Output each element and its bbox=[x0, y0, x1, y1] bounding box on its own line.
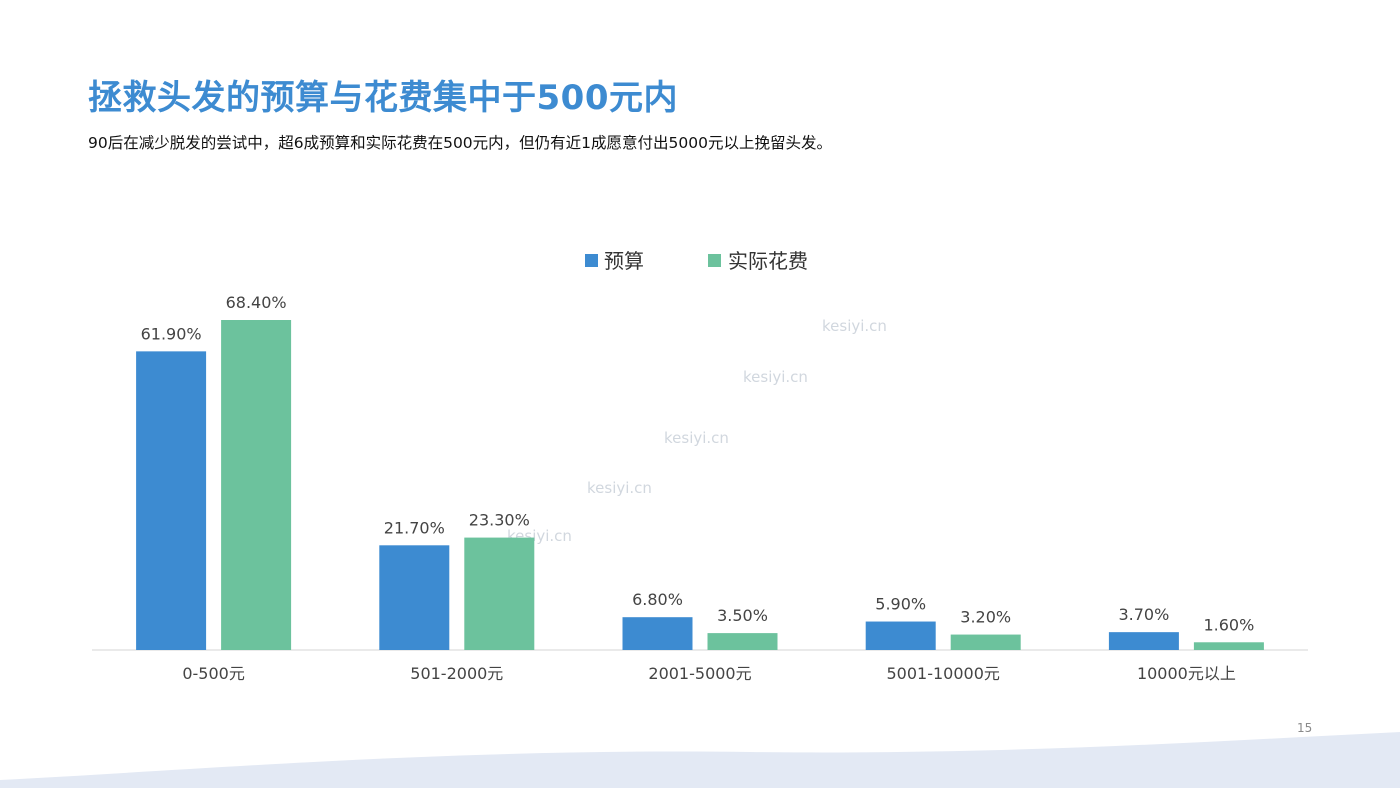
bar-budget bbox=[379, 545, 450, 650]
watermark-text: kesiyi.cn bbox=[587, 479, 652, 497]
x-tick-label: 501-2000元 bbox=[410, 664, 503, 683]
bar-actual bbox=[950, 634, 1021, 650]
page-title: 拯救头发的预算与花费集中于500元内 bbox=[88, 78, 678, 118]
data-label-actual: 3.50% bbox=[717, 606, 768, 625]
bar-budget bbox=[622, 617, 693, 650]
bar-actual bbox=[707, 633, 778, 650]
bar-actual bbox=[221, 320, 292, 650]
data-label-actual: 3.20% bbox=[960, 608, 1011, 627]
legend-label-budget: 预算 bbox=[604, 249, 644, 273]
watermark-text: kesiyi.cn bbox=[664, 429, 729, 447]
watermark-text: kesiyi.cn bbox=[743, 368, 808, 386]
legend-swatch-actual bbox=[708, 254, 721, 267]
data-label-actual: 23.30% bbox=[469, 511, 530, 530]
legend-label-actual: 实际花费 bbox=[728, 249, 808, 273]
page-subtitle: 90后在减少脱发的尝试中，超6成预算和实际花费在500元内，但仍有近1成愿意付出… bbox=[88, 134, 832, 152]
watermark-text: kesiyi.cn bbox=[822, 317, 887, 335]
x-tick-label: 0-500元 bbox=[182, 664, 245, 683]
data-label-budget: 3.70% bbox=[1118, 605, 1169, 624]
data-label-budget: 61.90% bbox=[141, 324, 202, 343]
watermark: kesiyi.cn kesiyi.cn kesiyi.cn kesiyi.cn … bbox=[507, 317, 887, 545]
x-tick-label: 10000元以上 bbox=[1137, 664, 1236, 683]
data-label-budget: 5.90% bbox=[875, 595, 926, 614]
bar-budget bbox=[865, 621, 936, 650]
data-label-actual: 1.60% bbox=[1203, 615, 1254, 634]
bar-actual bbox=[1193, 642, 1264, 650]
x-tick-label: 2001-5000元 bbox=[648, 664, 751, 683]
data-label-actual: 68.40% bbox=[226, 293, 287, 312]
legend-swatch-budget bbox=[585, 254, 598, 267]
page-number: 15 bbox=[1297, 721, 1313, 735]
bar-budget bbox=[136, 351, 207, 650]
x-tick-label: 5001-10000元 bbox=[886, 664, 999, 683]
bar-budget bbox=[1108, 632, 1179, 650]
footer-wave bbox=[0, 732, 1400, 788]
data-label-budget: 6.80% bbox=[632, 590, 683, 609]
chart-legend: 预算 实际花费 bbox=[585, 249, 808, 273]
bars: 61.90% 68.40% 0-500元 21.70% 23.30% 501-2000元 6… bbox=[136, 293, 1264, 683]
bar-actual bbox=[464, 537, 535, 650]
data-label-budget: 21.70% bbox=[384, 518, 445, 537]
